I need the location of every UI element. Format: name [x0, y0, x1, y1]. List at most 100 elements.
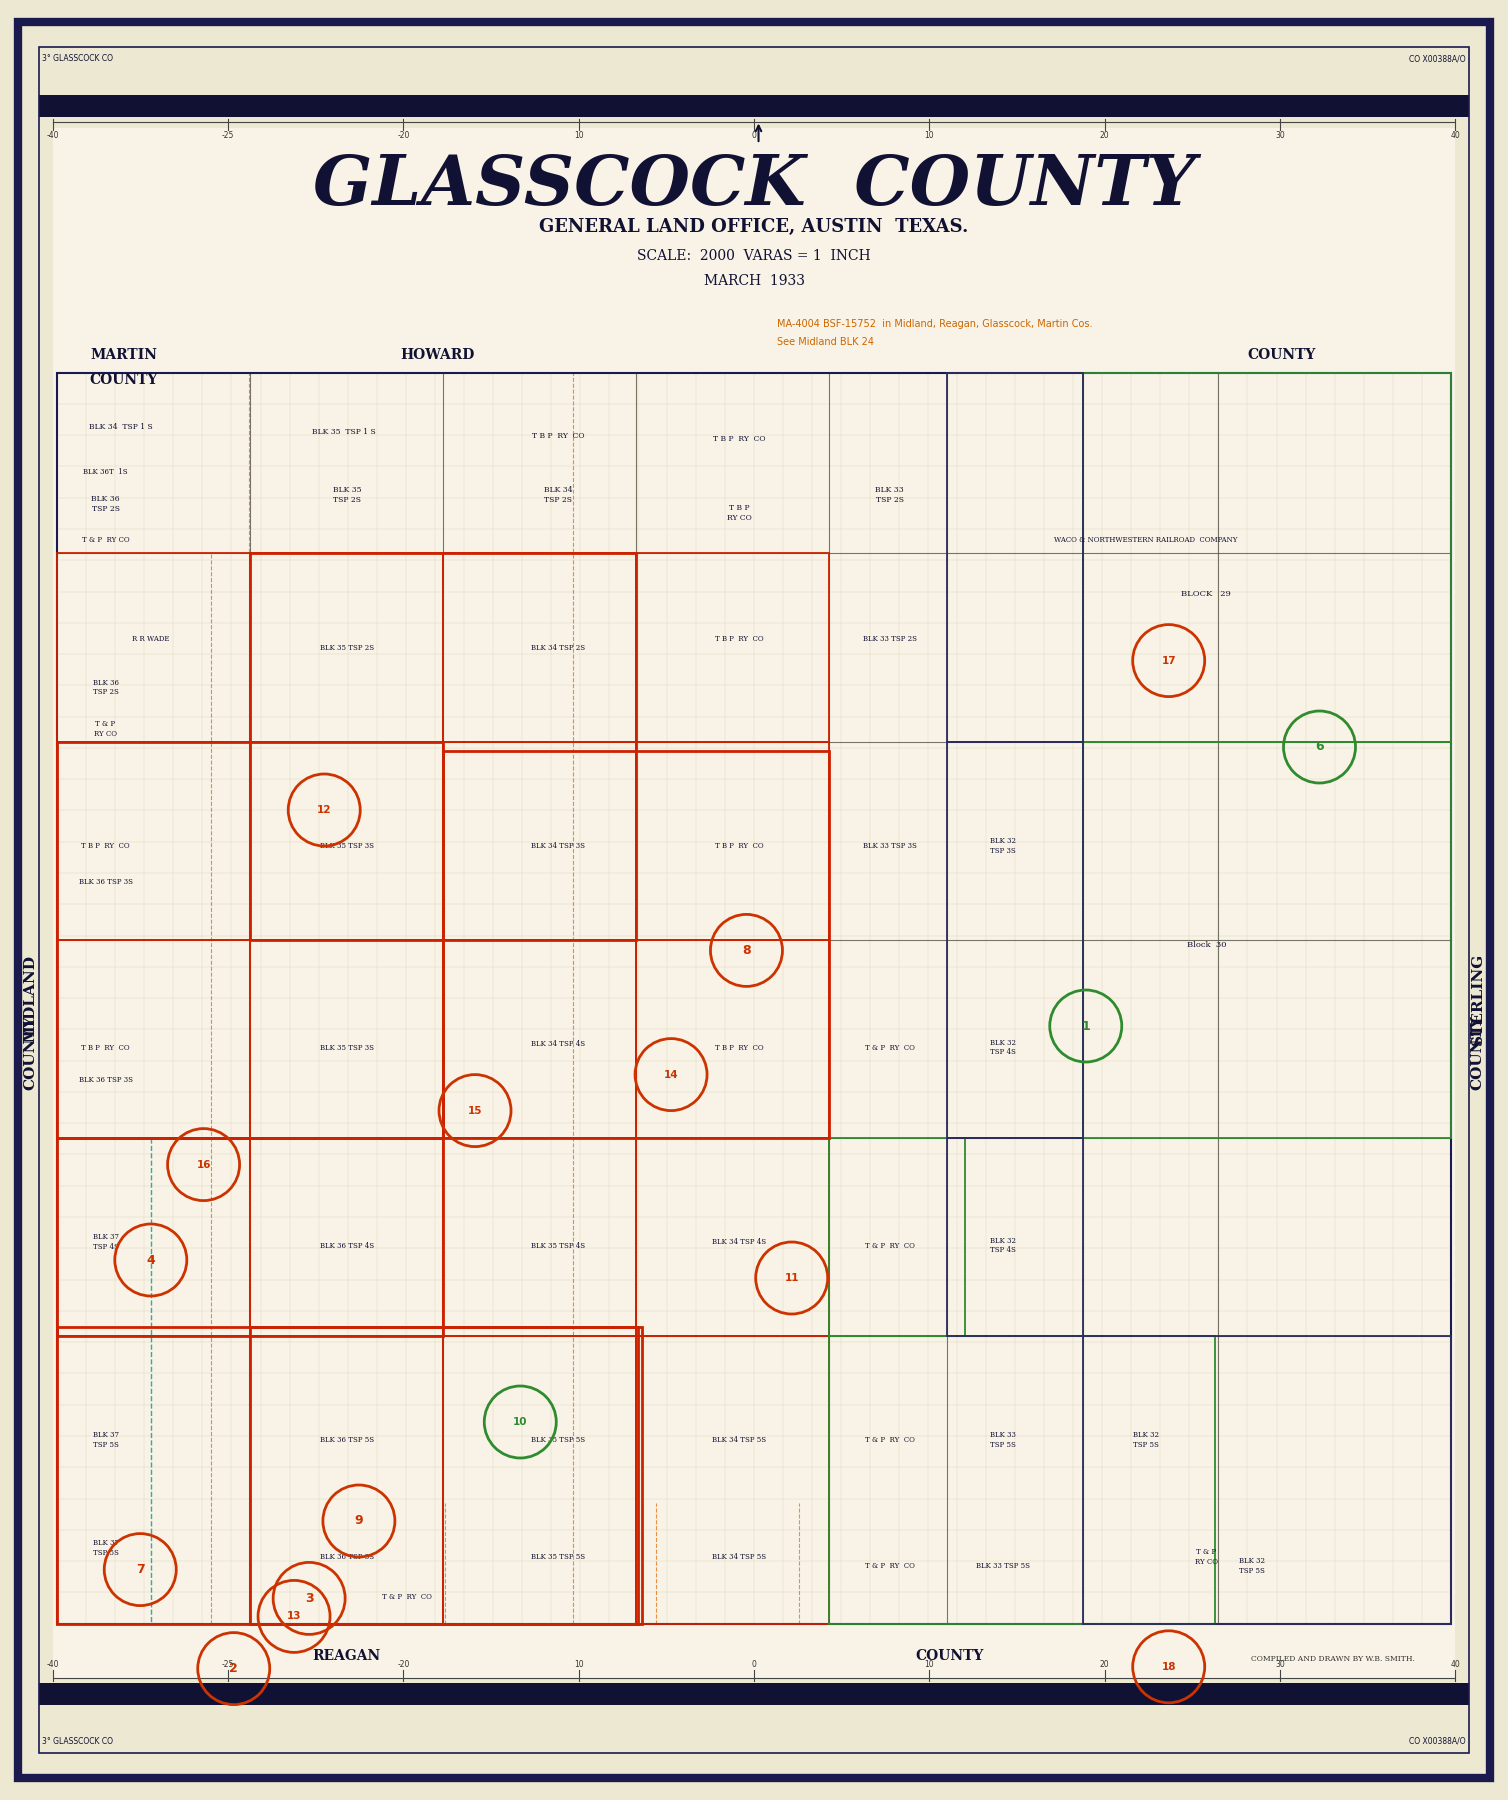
Text: BLK 36 TSP 5S: BLK 36 TSP 5S — [320, 1553, 374, 1561]
Text: T B P  RY  CO: T B P RY CO — [715, 1044, 763, 1051]
Bar — [1083, 742, 1451, 1138]
Text: STERLING: STERLING — [1470, 954, 1485, 1044]
Text: COUNTY: COUNTY — [23, 1015, 38, 1091]
Text: BLK 32
TSP 4S: BLK 32 TSP 4S — [989, 1237, 1016, 1255]
Text: BLK 35 TSP 3S: BLK 35 TSP 3S — [320, 1044, 374, 1051]
Text: BLK 34 TSP 3S: BLK 34 TSP 3S — [531, 842, 585, 850]
Text: 20: 20 — [1099, 1660, 1110, 1669]
Bar — [636, 1138, 829, 1336]
Text: 40: 40 — [1451, 1660, 1460, 1669]
Text: 17: 17 — [1161, 655, 1176, 666]
Text: SCALE:  2000  VARAS = 1  INCH: SCALE: 2000 VARAS = 1 INCH — [638, 248, 870, 263]
Text: BLK 36
TSP 2S: BLK 36 TSP 2S — [92, 679, 119, 697]
Bar — [947, 373, 1083, 742]
Bar — [947, 742, 1083, 1138]
Text: 20: 20 — [1099, 131, 1110, 140]
Text: -20: -20 — [397, 131, 410, 140]
Text: BLK 35 TSP 5S: BLK 35 TSP 5S — [531, 1436, 585, 1444]
Text: BLK 37
TSP 5S: BLK 37 TSP 5S — [92, 1431, 119, 1449]
Text: BLK 32
TSP 3S: BLK 32 TSP 3S — [989, 837, 1016, 855]
Text: BLK 32
TSP 5S: BLK 32 TSP 5S — [1133, 1431, 1160, 1449]
Text: BLK 36
TSP 2S: BLK 36 TSP 2S — [92, 495, 119, 513]
Text: T & P  RY  CO: T & P RY CO — [864, 1436, 915, 1444]
Text: 0: 0 — [751, 1660, 757, 1669]
Text: BLOCK   29: BLOCK 29 — [1181, 590, 1232, 598]
Bar — [1083, 1336, 1451, 1624]
Text: T B P  RY  CO: T B P RY CO — [715, 635, 763, 643]
Text: BLK 34  TSP 1 S: BLK 34 TSP 1 S — [89, 423, 152, 430]
Bar — [57, 742, 250, 940]
Text: COUNTY: COUNTY — [89, 373, 158, 387]
Bar — [57, 742, 443, 1138]
Text: -20: -20 — [397, 1660, 410, 1669]
Bar — [443, 751, 829, 1138]
Text: 7: 7 — [136, 1562, 145, 1577]
Text: BLK 33 TSP 3S: BLK 33 TSP 3S — [863, 842, 917, 850]
Text: T B P  RY  CO: T B P RY CO — [715, 842, 763, 850]
Bar — [1083, 373, 1451, 742]
Text: 3: 3 — [305, 1591, 314, 1606]
Text: T & P  RY  CO: T & P RY CO — [864, 1044, 915, 1051]
Text: N: N — [752, 106, 765, 119]
Text: 1: 1 — [1081, 1019, 1090, 1033]
Text: BLK 33 TSP 2S: BLK 33 TSP 2S — [863, 635, 917, 643]
Bar — [57, 1327, 638, 1624]
Bar — [636, 553, 829, 742]
Text: -40: -40 — [47, 131, 59, 140]
Text: BLK 34 TSP 2S: BLK 34 TSP 2S — [531, 644, 585, 652]
Text: 10: 10 — [924, 1660, 933, 1669]
Text: BLK 36 TSP 3S: BLK 36 TSP 3S — [78, 878, 133, 886]
Text: T & P  RY  CO: T & P RY CO — [864, 1242, 915, 1249]
Text: BLK 37
TSP 5S: BLK 37 TSP 5S — [92, 1539, 119, 1557]
Bar — [57, 940, 250, 1138]
Text: T B P  RY  CO: T B P RY CO — [532, 432, 584, 439]
Text: BLK 33 TSP 5S: BLK 33 TSP 5S — [976, 1562, 1030, 1570]
Text: BLK 35 TSP 4S: BLK 35 TSP 4S — [531, 1242, 585, 1249]
Text: BLK 34
TSP 2S: BLK 34 TSP 2S — [544, 486, 572, 504]
Text: 13: 13 — [287, 1611, 302, 1622]
Bar — [947, 1138, 1083, 1336]
Text: 4: 4 — [146, 1253, 155, 1267]
Text: 9: 9 — [354, 1514, 363, 1528]
Text: BLK 36 TSP 4S: BLK 36 TSP 4S — [320, 1242, 374, 1249]
Text: BLK 32
TSP 4S: BLK 32 TSP 4S — [989, 1039, 1016, 1057]
Text: CO X00388A/O: CO X00388A/O — [1408, 1737, 1466, 1746]
Bar — [57, 1138, 250, 1336]
Text: MIDLAND: MIDLAND — [23, 956, 38, 1042]
Bar — [250, 742, 443, 940]
Text: WACO & NORTHWESTERN RAILROAD  COMPANY: WACO & NORTHWESTERN RAILROAD COMPANY — [1054, 536, 1238, 544]
Text: BLK 36 TSP 3S: BLK 36 TSP 3S — [78, 1076, 133, 1084]
Text: MARTIN: MARTIN — [90, 347, 157, 362]
Text: BLK 33
TSP 2S: BLK 33 TSP 2S — [875, 486, 905, 504]
Text: GENERAL LAND OFFICE, AUSTIN  TEXAS.: GENERAL LAND OFFICE, AUSTIN TEXAS. — [540, 218, 968, 236]
Text: HOWARD: HOWARD — [400, 347, 475, 362]
Text: T & P  RY CO: T & P RY CO — [81, 536, 130, 544]
Text: BLK 34 TSP 4S: BLK 34 TSP 4S — [712, 1238, 766, 1246]
Bar — [39, 1683, 1469, 1705]
Text: 8: 8 — [742, 943, 751, 958]
Bar — [39, 95, 1469, 117]
Text: REAGAN: REAGAN — [312, 1649, 382, 1663]
Bar — [829, 1138, 965, 1336]
Bar — [57, 553, 250, 742]
Text: 2: 2 — [229, 1661, 238, 1676]
Text: COUNTY: COUNTY — [915, 1649, 985, 1663]
Text: COUNTY: COUNTY — [1247, 347, 1316, 362]
Text: CO X00388A/O: CO X00388A/O — [1408, 54, 1466, 63]
Text: 40: 40 — [1451, 131, 1460, 140]
Bar — [57, 373, 1451, 1624]
Text: 0: 0 — [751, 131, 757, 140]
Text: BLK 36T  1S: BLK 36T 1S — [83, 468, 128, 475]
Text: BLK 34 TSP 4S: BLK 34 TSP 4S — [531, 1040, 585, 1048]
Text: 14: 14 — [664, 1069, 679, 1080]
Text: T B P  RY  CO: T B P RY CO — [81, 1044, 130, 1051]
Text: BLK 35 TSP 5S: BLK 35 TSP 5S — [531, 1553, 585, 1561]
Bar — [636, 1336, 829, 1624]
Bar — [443, 940, 636, 1138]
Text: 10: 10 — [575, 131, 584, 140]
Text: 16: 16 — [196, 1159, 211, 1170]
Text: -25: -25 — [222, 131, 234, 140]
Text: See Midland BLK 24: See Midland BLK 24 — [777, 337, 873, 347]
Text: T B P  RY  CO: T B P RY CO — [81, 842, 130, 850]
Text: T & P  RY  CO: T & P RY CO — [864, 1562, 915, 1570]
